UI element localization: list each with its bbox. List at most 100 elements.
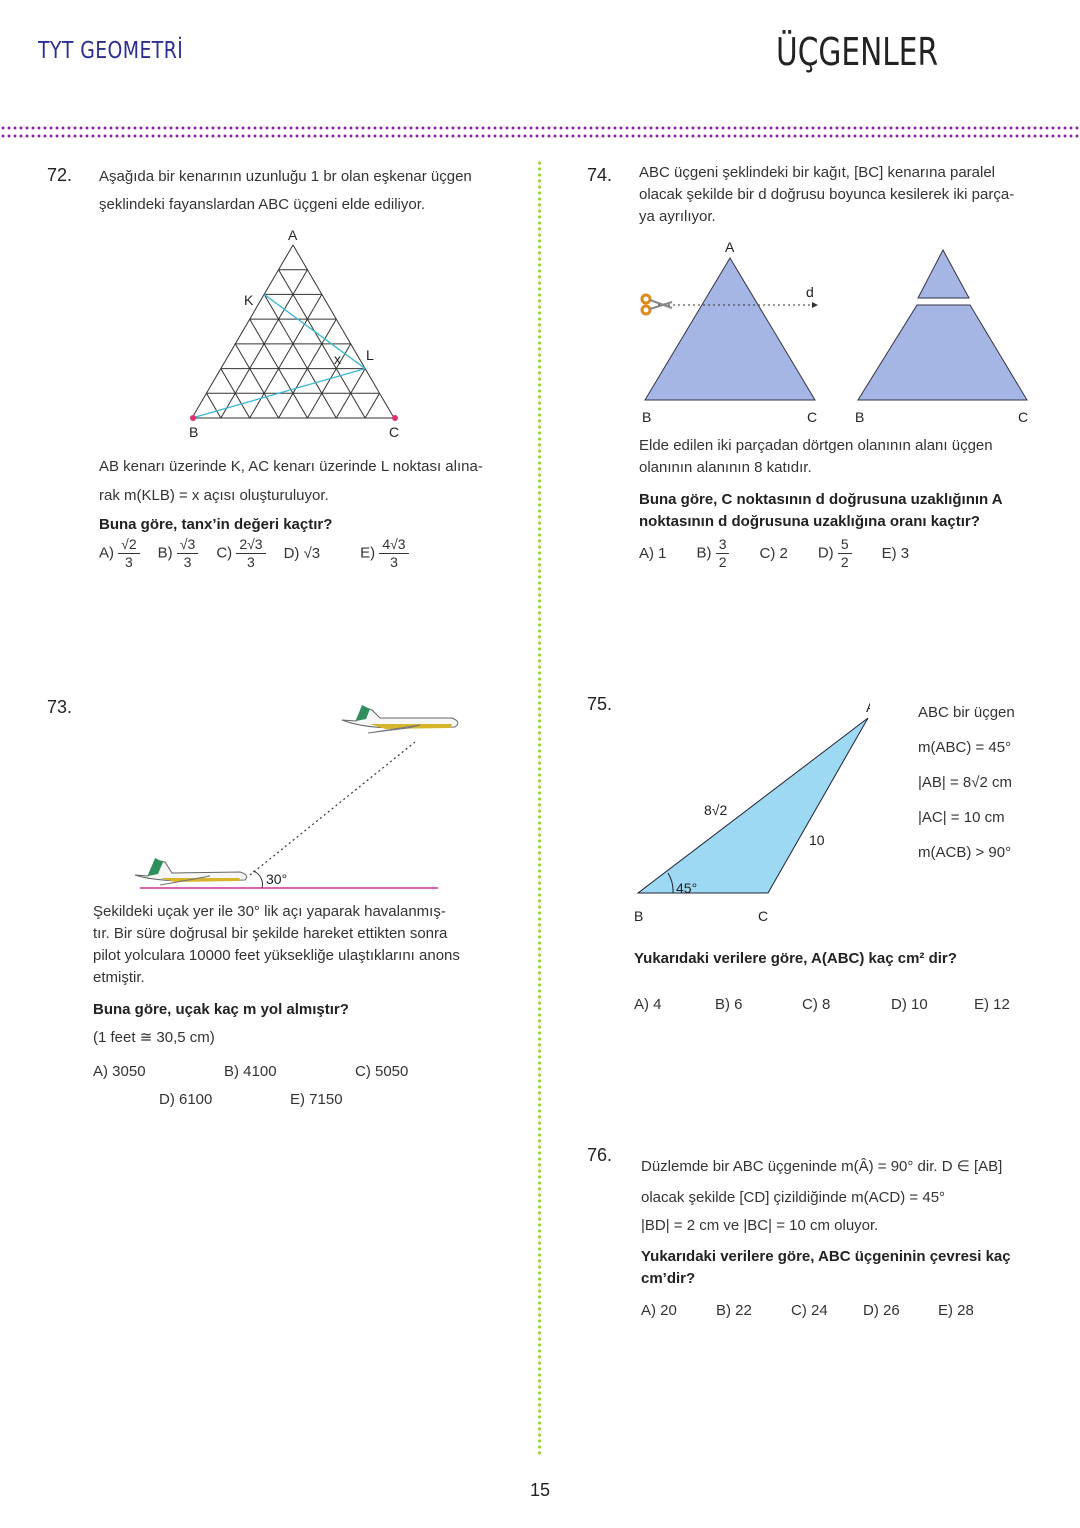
option-c[interactable]: C) 2√3 3: [216, 536, 266, 571]
label-b: B: [634, 908, 643, 924]
option-c[interactable]: C) 2: [759, 545, 788, 562]
given-line: ABC bir üçgen: [918, 704, 1015, 721]
grid-line: [191, 244, 294, 419]
option-e[interactable]: E) 28: [938, 1302, 974, 1319]
text-line: cm’dir?: [641, 1270, 696, 1287]
given-line: |AB| = 8√2 cm: [918, 774, 1012, 791]
option-a[interactable]: A) 3050: [93, 1063, 146, 1080]
option-a[interactable]: A) 20: [641, 1302, 677, 1319]
text-line: Elde edilen iki parçadan dörtgen olanını…: [639, 437, 993, 454]
label-b: B: [642, 409, 651, 425]
q76-body: Düzlemde bir ABC üçgeninde m(Â) = 90° di…: [641, 1151, 1002, 1239]
point-b: [190, 415, 196, 421]
grid-line: [263, 294, 337, 419]
label-c: C: [807, 409, 817, 425]
label-l: L: [366, 347, 374, 363]
side-ac-label: 10: [809, 832, 825, 848]
q75-figure: 45° 8√2 10 A B C: [634, 699, 870, 924]
flight-path: [249, 741, 416, 876]
q75-givens: ABC bir üçgen m(ABC) = 45° |AB| = 8√2 cm…: [918, 695, 1015, 870]
text-line: |BD| = 2 cm ve |BC| = 10 cm oluyor.: [641, 1217, 879, 1234]
topic-title: ÜÇGENLER: [776, 30, 939, 74]
question-text: Buna göre, uçak kaç m yol almıştır?: [93, 1001, 349, 1018]
label-c: C: [389, 424, 399, 440]
question-number: 74.: [587, 165, 613, 185]
grid-line: [205, 393, 222, 419]
arrow-icon: [812, 302, 818, 308]
option-d[interactable]: D) √3: [283, 545, 321, 562]
question-number: 76.: [587, 1145, 613, 1165]
q74-intro: ABC üçgeni şeklindeki bir kağıt, [BC] ke…: [639, 162, 1031, 228]
grid-line: [335, 368, 366, 419]
label-a: A: [725, 239, 735, 255]
option-e[interactable]: E) 3: [881, 545, 910, 562]
option-b[interactable]: B) 4100: [224, 1063, 277, 1080]
header-divider: [0, 134, 1080, 138]
option-e[interactable]: E) 7150: [290, 1091, 343, 1108]
q72-intro: Aşağıda bir kenarının uzunluğu 1 br olan…: [99, 163, 472, 219]
triangle-abc: [644, 257, 816, 401]
text-line: noktasının d doğrusuna uzaklığına oranı …: [639, 513, 980, 530]
option-d[interactable]: D) 10: [891, 996, 928, 1013]
column-divider: [537, 160, 542, 1455]
point-c: [392, 415, 398, 421]
given-line: m(ACB) > 90°: [918, 844, 1012, 861]
q74-question: Buna göre, C noktasının d doğrusuna uzak…: [639, 489, 1003, 533]
label-x: x: [334, 351, 341, 367]
grid-line: [249, 318, 308, 419]
text-line: Düzlemde bir ABC üçgeninde m(Â) = 90° di…: [641, 1158, 1003, 1175]
option-a[interactable]: A) √2 3: [99, 536, 140, 571]
given-line: m(ABC) = 45°: [918, 739, 1012, 756]
q74-figure: A d B C B C: [640, 239, 1028, 425]
grid-line: [292, 244, 395, 419]
text-line: AB kenarı üzerinde K, AC kenarı üzerinde…: [99, 458, 483, 475]
subject-title: TYT GEOMETRİ: [38, 38, 184, 64]
option-e[interactable]: E) 12: [974, 996, 1010, 1013]
option-d[interactable]: D) 6100: [159, 1091, 213, 1108]
q73-body: Şekildeki uçak yer ile 30° lik açı yapar…: [93, 901, 493, 989]
text-line: olacak şekilde [CD] çizildiğinde m(ACD) …: [641, 1189, 946, 1206]
text-line: Yukarıdaki verilere göre, ABC üçgeninin …: [641, 1248, 1011, 1265]
q73-figure: 30°: [134, 705, 459, 889]
lb-segment: [191, 367, 366, 419]
question-number: 73.: [47, 697, 73, 717]
text-line: rak m(KLB) = x açısı oluşturuluyor.: [99, 487, 329, 504]
angle-label: 30°: [266, 871, 287, 887]
option-d[interactable]: D) 26: [863, 1302, 900, 1319]
option-a[interactable]: A) 1: [639, 545, 667, 562]
side-ab-label: 8√2: [704, 802, 727, 818]
text-line: olanının alanının 8 katıdır.: [639, 459, 812, 476]
angle-arc: [252, 870, 263, 889]
label-b: B: [855, 409, 864, 425]
kl-segment: [263, 293, 366, 370]
text-line: şeklindeki fayanslardan ABC üçgeni elde …: [99, 196, 426, 213]
trapezoid-piece: [857, 304, 1028, 401]
option-a[interactable]: A) 4: [634, 996, 662, 1013]
option-c[interactable]: C) 24: [791, 1302, 828, 1319]
q72-figure: A B C K L x: [189, 227, 399, 440]
option-b[interactable]: B) 22: [716, 1302, 752, 1319]
option-c[interactable]: C) 8: [802, 996, 831, 1013]
text-line: pilot yolculara 10000 feet yüksekliğe ul…: [93, 947, 460, 964]
option-e[interactable]: E) 4√3 3: [360, 536, 409, 571]
plane-ground-icon: [134, 858, 248, 886]
label-c: C: [1018, 409, 1028, 425]
grid-line: [306, 343, 352, 419]
grid-line: [220, 368, 251, 419]
triangle-abc: [636, 717, 869, 894]
label-d: d: [806, 284, 814, 300]
option-c[interactable]: C) 5050: [355, 1063, 409, 1080]
label-k: K: [244, 292, 254, 308]
angle-label: 45°: [676, 880, 697, 896]
option-b[interactable]: B) √3 3: [158, 536, 199, 571]
plane-air-icon: [341, 705, 459, 734]
question-number: 72.: [47, 165, 73, 185]
text-line: tır. Bir süre doğrusal bir şekilde harek…: [93, 925, 448, 942]
option-b[interactable]: B) 6: [715, 996, 743, 1013]
header-divider: [0, 126, 1080, 130]
grid-line: [364, 393, 381, 419]
text-line: ya ayrılıyor.: [639, 208, 716, 225]
